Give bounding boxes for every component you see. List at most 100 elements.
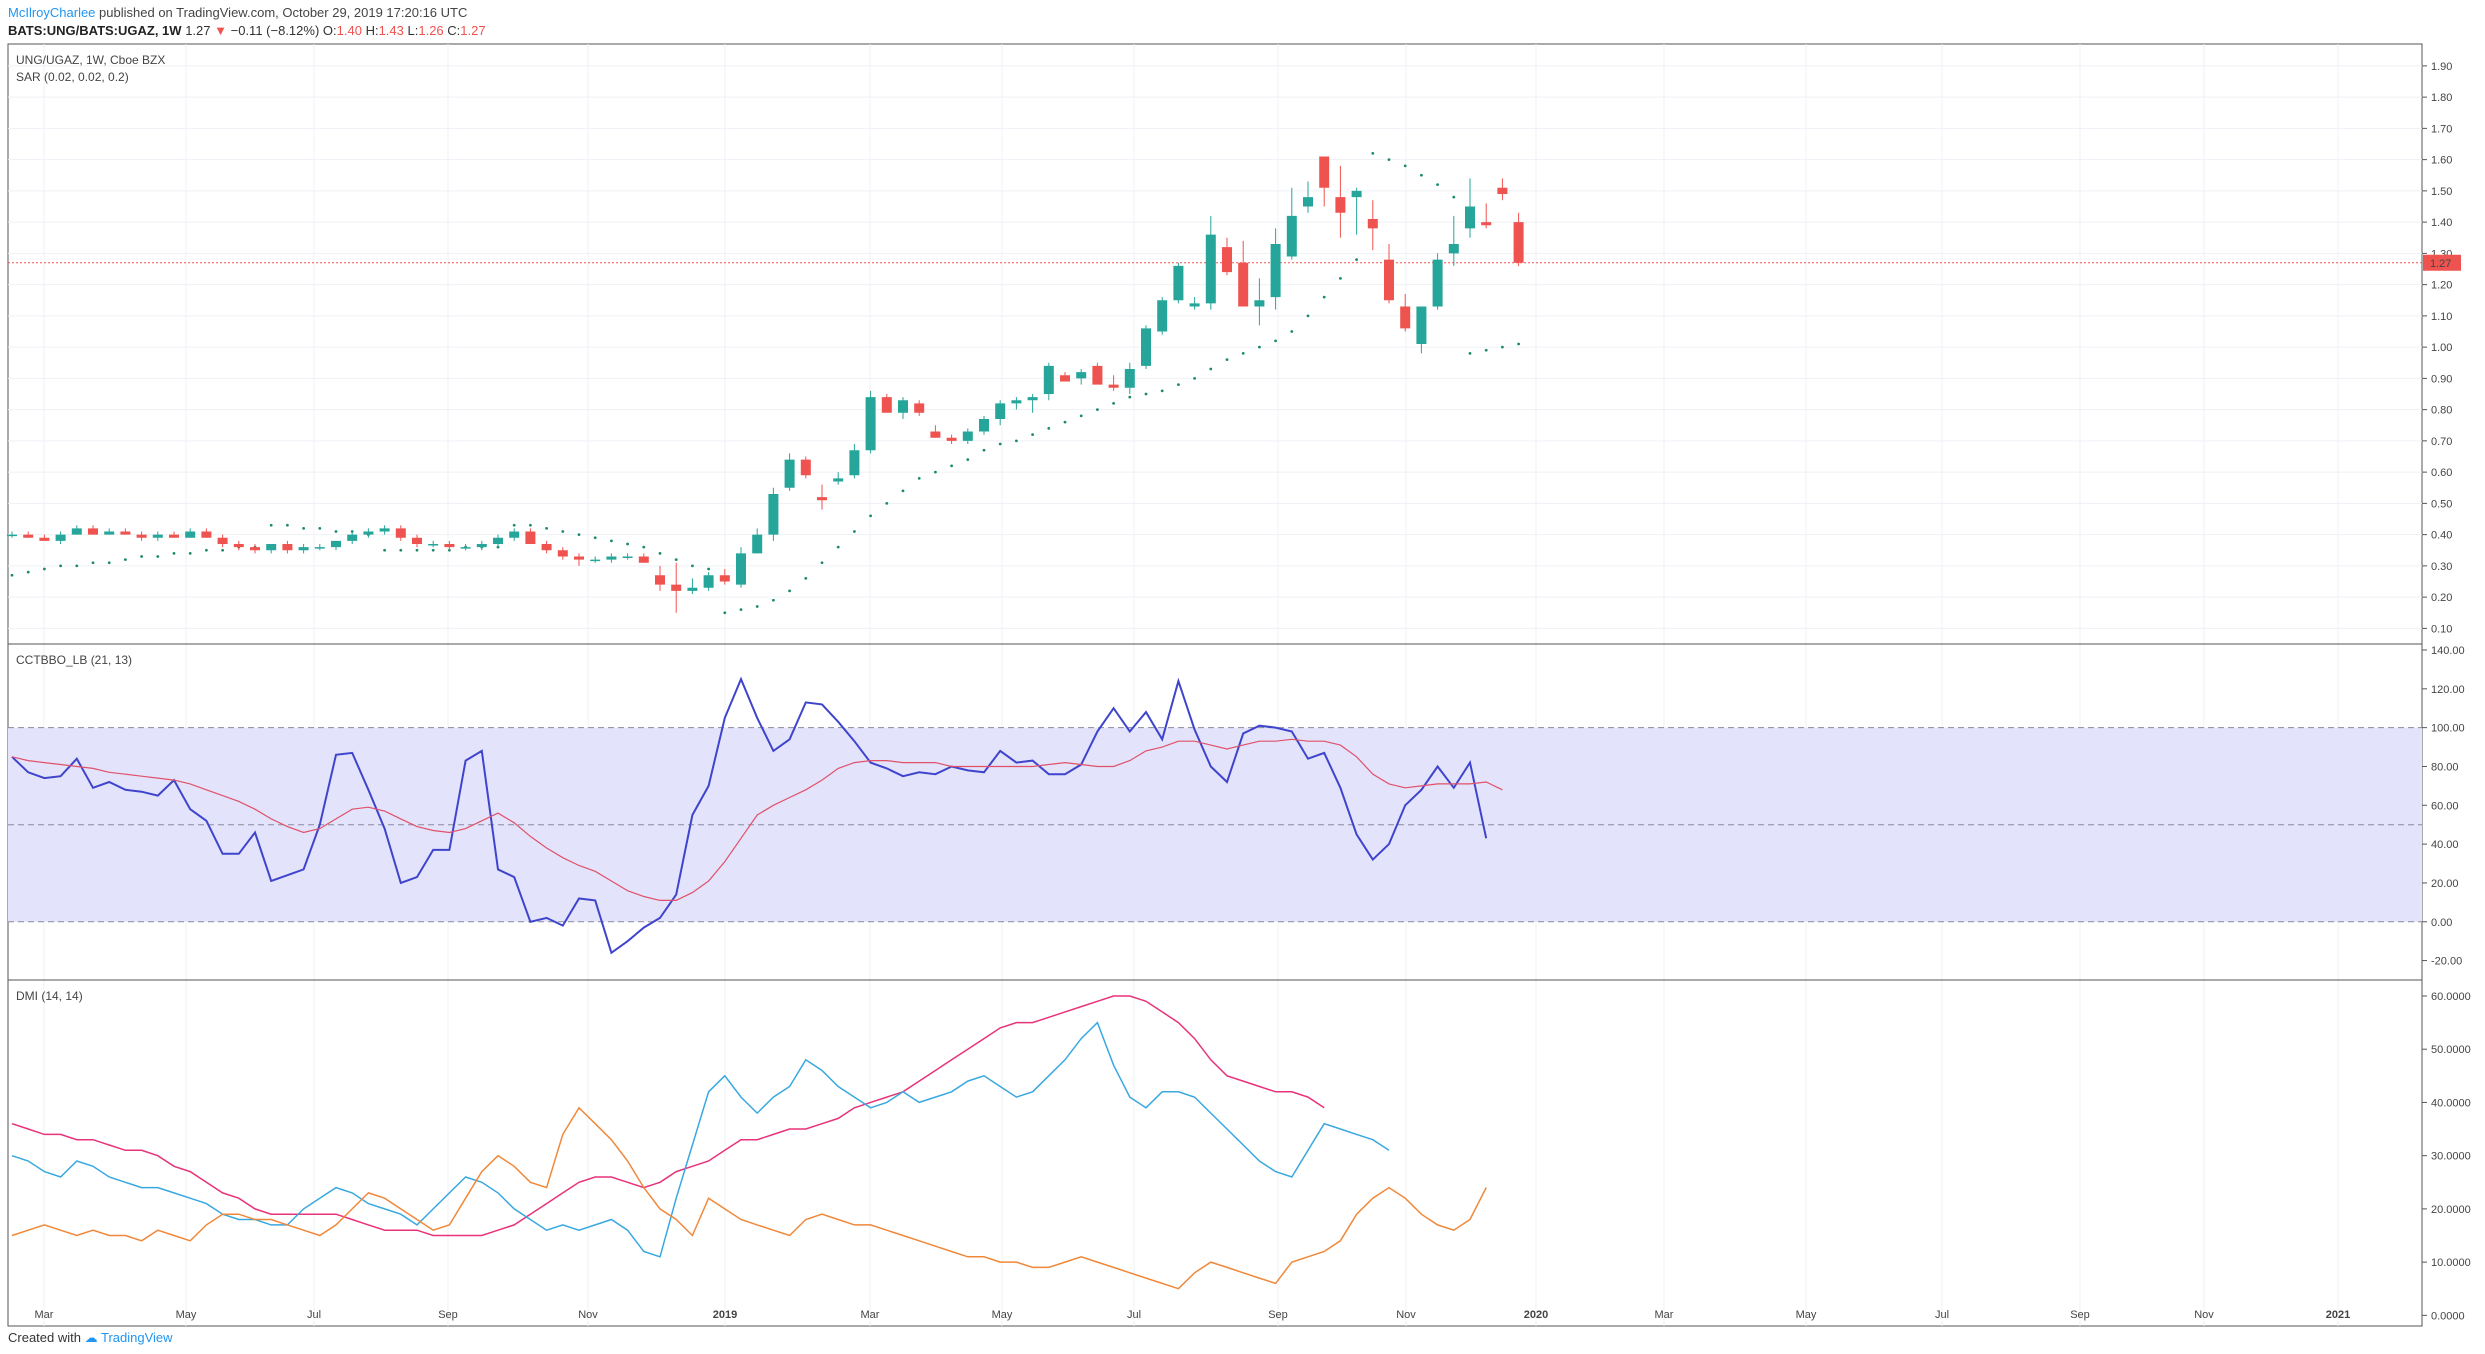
candle-up bbox=[979, 419, 989, 432]
candle-down bbox=[1497, 187, 1508, 194]
footer: Created with ☁ TradingView bbox=[8, 1330, 173, 1346]
time-tick-label: Jul bbox=[1127, 1309, 1141, 1321]
price-tick-label: 0.20 bbox=[2431, 592, 2452, 604]
candle-down bbox=[1222, 247, 1232, 273]
close-label: C: bbox=[447, 23, 461, 38]
dmi-series-line bbox=[11, 1021, 1390, 1258]
time-tick-label: Sep bbox=[438, 1309, 458, 1321]
sar-dot bbox=[1306, 314, 1310, 318]
candle-up bbox=[865, 397, 876, 451]
close-value: 1.27 bbox=[460, 23, 486, 38]
sar-dot bbox=[934, 470, 937, 474]
sar-dot bbox=[755, 605, 759, 608]
published-text: published on TradingView.com, October 29… bbox=[99, 5, 468, 20]
sar-dot bbox=[853, 530, 856, 533]
sar-dot bbox=[950, 464, 953, 468]
sar-dot bbox=[739, 608, 743, 612]
tradingview-link[interactable]: TradingView bbox=[101, 1330, 173, 1345]
candle-up bbox=[7, 534, 17, 537]
time-tick-label: 2020 bbox=[1524, 1309, 1548, 1321]
sar-dot bbox=[512, 523, 516, 527]
sar-dot bbox=[545, 526, 548, 530]
candle-up bbox=[266, 544, 277, 551]
sar-dot bbox=[286, 523, 289, 527]
sar-dot bbox=[107, 561, 111, 565]
sar-dot bbox=[1015, 439, 1018, 443]
sar-dot bbox=[1355, 258, 1358, 262]
sar-indicator-label: SAR (0.02, 0.02, 0.2) bbox=[16, 70, 129, 84]
candle-up bbox=[736, 553, 746, 585]
cctbbo-tick-label: 40.00 bbox=[2431, 839, 2459, 851]
candle-up bbox=[460, 547, 471, 549]
sar-dot bbox=[626, 542, 629, 546]
candle-up bbox=[752, 534, 763, 554]
candle-down bbox=[655, 575, 665, 585]
candle-down bbox=[282, 544, 293, 551]
sar-dot bbox=[1193, 376, 1196, 380]
price-tick-label: 0.10 bbox=[2431, 623, 2452, 635]
candle-up bbox=[833, 478, 844, 482]
candle-up bbox=[363, 531, 374, 535]
last-price-badge-label: 1.27 bbox=[2430, 258, 2451, 270]
sar-dot bbox=[1144, 392, 1148, 396]
candle-down bbox=[557, 550, 568, 557]
candle-up bbox=[1351, 190, 1362, 198]
candle-up bbox=[1124, 369, 1135, 388]
candle-down bbox=[914, 403, 925, 413]
candle-down bbox=[930, 431, 941, 438]
sar-dot bbox=[788, 589, 791, 593]
candle-down bbox=[1384, 259, 1394, 301]
candle-down bbox=[444, 544, 455, 548]
candle-up bbox=[152, 534, 163, 538]
candle-down bbox=[120, 531, 131, 535]
last-price-badge bbox=[2423, 254, 2461, 271]
dmi-tick-label: 10.0000 bbox=[2431, 1257, 2471, 1269]
candle-up bbox=[428, 544, 439, 546]
candle-down bbox=[817, 497, 827, 501]
candle-down bbox=[233, 544, 244, 548]
candle-up bbox=[1027, 397, 1038, 401]
candle-up bbox=[849, 450, 860, 476]
dmi-series-line bbox=[11, 995, 1325, 1237]
dmi-pane-title: DMI (14, 14) bbox=[16, 989, 83, 1003]
dmi-tick-label: 60.0000 bbox=[2431, 991, 2471, 1003]
sar-dot bbox=[188, 551, 192, 555]
candle-up bbox=[768, 494, 779, 535]
candle-down bbox=[1060, 375, 1070, 382]
sar-dot bbox=[917, 476, 921, 480]
sar-dot bbox=[1258, 345, 1261, 349]
candle-up bbox=[379, 528, 390, 532]
candle-down bbox=[1513, 222, 1524, 263]
candle-up bbox=[71, 528, 82, 535]
author-link[interactable]: McIlroyCharlee bbox=[8, 5, 96, 20]
candle-up bbox=[1465, 206, 1475, 229]
sar-dot bbox=[1241, 351, 1245, 355]
sar-dot bbox=[885, 501, 889, 505]
candle-down bbox=[88, 528, 98, 535]
candle-up bbox=[476, 544, 487, 548]
sar-dot bbox=[1339, 276, 1342, 280]
candle-down bbox=[39, 537, 50, 541]
candle-up bbox=[1173, 265, 1184, 301]
sar-dot bbox=[723, 611, 727, 615]
price-tick-label: 1.60 bbox=[2431, 155, 2452, 167]
high-label: H: bbox=[365, 23, 379, 38]
sar-dot bbox=[383, 548, 386, 552]
candle-up bbox=[509, 531, 520, 538]
sar-dot bbox=[836, 545, 840, 549]
open-label: O: bbox=[322, 23, 337, 38]
candle-down bbox=[946, 437, 957, 441]
sar-dot bbox=[156, 555, 160, 558]
sar-dot bbox=[1177, 383, 1180, 387]
candle-up bbox=[962, 431, 973, 441]
sar-dot bbox=[804, 576, 808, 580]
sar-dot bbox=[642, 545, 646, 549]
time-tick-label: Jul bbox=[307, 1309, 321, 1321]
candle-up bbox=[703, 575, 714, 588]
candle-up bbox=[1189, 303, 1200, 307]
price-tick-label: 0.80 bbox=[2431, 405, 2452, 417]
candle-up bbox=[1205, 234, 1216, 304]
sar-dot bbox=[1047, 426, 1051, 430]
price-tick-label: 1.10 bbox=[2431, 311, 2452, 323]
